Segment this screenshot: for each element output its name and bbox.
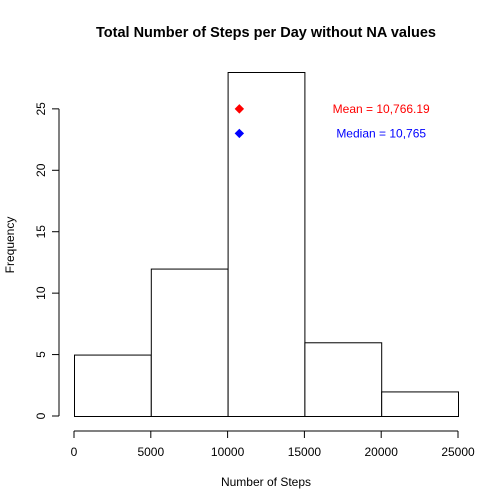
x-axis: 0 5000 10000 15000 20000 25000 <box>71 430 475 459</box>
x-tick-label: 20000 <box>365 445 399 459</box>
histogram-bar <box>381 391 460 417</box>
y-tick-label: 25 <box>34 102 48 116</box>
median-marker <box>234 128 245 139</box>
histogram-bar <box>304 342 383 417</box>
bars-group <box>74 72 460 418</box>
x-tick-label: 25000 <box>441 445 475 459</box>
x-tick-label: 10000 <box>211 445 245 459</box>
y-tick-label: 15 <box>34 225 48 239</box>
histogram-bar <box>227 72 306 417</box>
x-axis-label: Number of Steps <box>221 475 311 489</box>
mean-marker <box>234 104 245 114</box>
y-tick-label: 20 <box>34 163 48 177</box>
y-axis-label: Frequency <box>3 217 17 274</box>
y-axis: 0 5 10 15 20 25 <box>34 102 60 419</box>
x-tick-label: 0 <box>71 445 78 459</box>
x-tick-label: 5000 <box>137 445 164 459</box>
annotations-group: Mean = 10,766.19 Median = 10,765 <box>333 102 430 141</box>
y-tick-label: 5 <box>34 351 48 358</box>
x-tick-label: 15000 <box>288 445 322 459</box>
y-tick-label: 0 <box>34 412 48 419</box>
mean-annotation: Mean = 10,766.19 <box>333 102 430 116</box>
chart-title: Total Number of Steps per Day without NA… <box>96 25 436 41</box>
histogram-bar <box>74 354 152 418</box>
median-annotation: Median = 10,765 <box>336 126 426 140</box>
histogram-bar <box>150 268 229 418</box>
y-tick-label: 10 <box>34 286 48 300</box>
markers-group <box>234 104 245 139</box>
